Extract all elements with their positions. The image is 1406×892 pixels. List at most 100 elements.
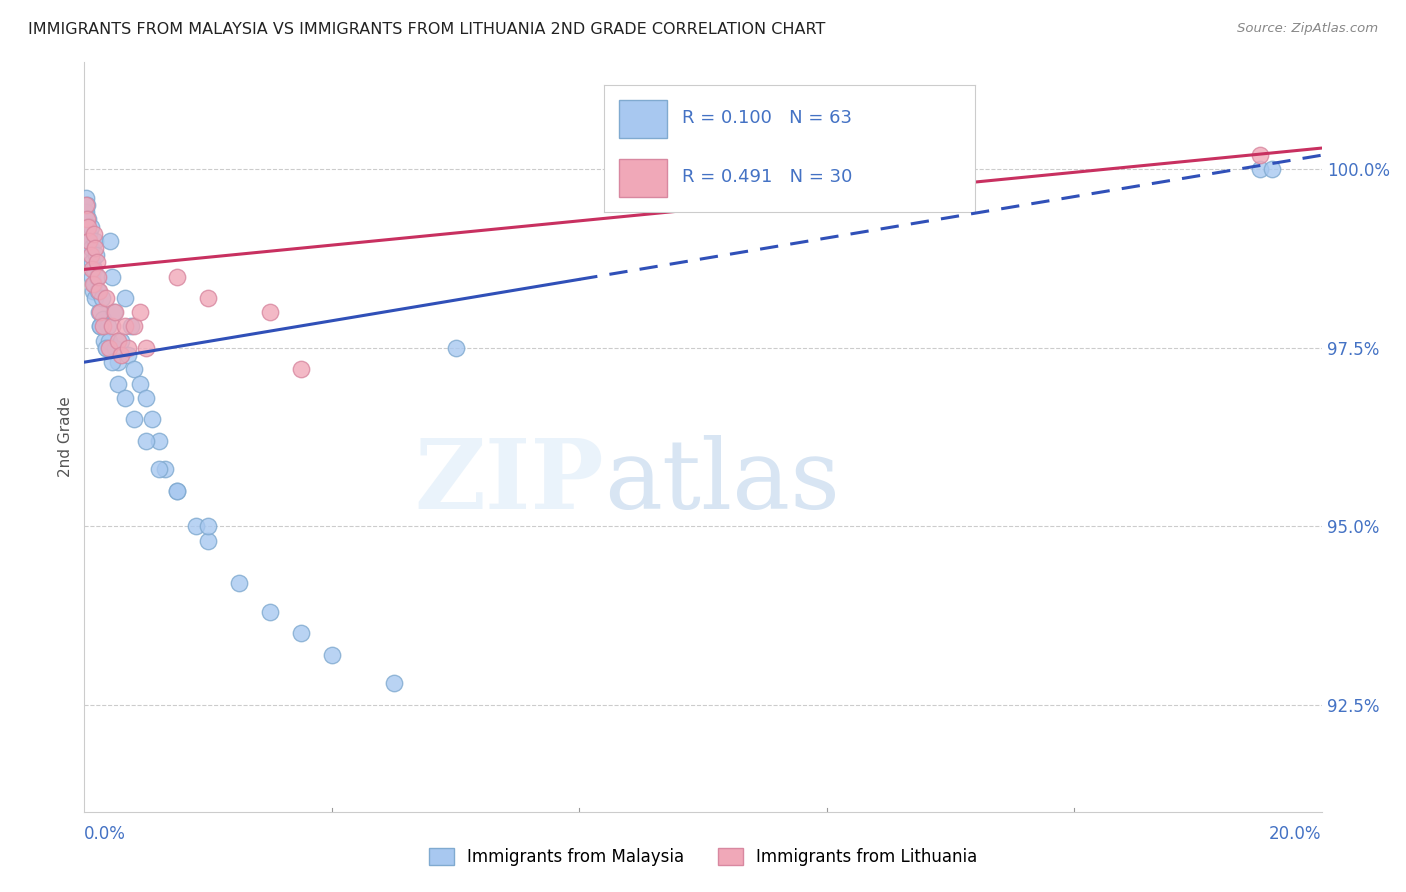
Point (114, 291, 136, 305)
Point (135, 391, 157, 405)
Point (86, 255, 108, 269)
Point (79, 234, 101, 248)
Point (382, 676, 405, 690)
Point (107, 334, 129, 348)
Point (89, 305, 111, 319)
Point (444, 341, 467, 355)
Point (89, 284, 111, 298)
Legend: Immigrants from Malaysia, Immigrants from Lithuania: Immigrants from Malaysia, Immigrants fro… (420, 840, 986, 875)
Point (259, 305, 281, 319)
Point (166, 483, 188, 498)
Point (98, 234, 121, 248)
Point (122, 319, 145, 334)
Point (91, 319, 114, 334)
Point (82, 284, 104, 298)
Point (129, 305, 152, 319)
Point (104, 341, 127, 355)
Point (89, 319, 111, 334)
Point (122, 362, 145, 376)
Point (79, 234, 101, 248)
Point (91, 312, 114, 326)
Point (77, 227, 100, 241)
Point (321, 648, 343, 662)
Y-axis label: 2nd Grade: 2nd Grade (58, 397, 73, 477)
Point (1249, 162, 1271, 177)
Point (101, 355, 124, 369)
Point (75, 205, 97, 219)
Point (82, 277, 104, 291)
Text: Source: ZipAtlas.com: Source: ZipAtlas.com (1237, 22, 1378, 36)
Point (153, 462, 176, 476)
Point (75, 191, 97, 205)
Point (166, 483, 188, 498)
Point (197, 519, 219, 533)
Point (94, 341, 117, 355)
Point (94, 291, 117, 305)
Point (107, 376, 129, 391)
Point (110, 348, 132, 362)
Point (83, 227, 105, 241)
Point (94, 341, 117, 355)
Point (80, 219, 103, 234)
Point (83, 277, 105, 291)
Point (76, 198, 98, 212)
Point (228, 576, 250, 591)
Point (84, 234, 107, 248)
Point (83, 262, 105, 277)
Point (148, 434, 170, 448)
Point (104, 305, 127, 319)
Point (90, 291, 112, 305)
Point (79, 248, 101, 262)
Point (77, 212, 100, 227)
Point (117, 341, 139, 355)
Point (80, 262, 103, 277)
Point (1249, 148, 1271, 162)
Point (135, 341, 157, 355)
Point (135, 434, 157, 448)
Point (290, 626, 312, 640)
Point (184, 519, 207, 533)
Point (79, 248, 101, 262)
Point (197, 291, 219, 305)
Point (97, 319, 120, 334)
Point (290, 362, 312, 376)
Point (77, 219, 100, 234)
Point (89, 305, 111, 319)
Point (129, 376, 152, 391)
Point (101, 269, 124, 284)
Point (114, 319, 136, 334)
Point (83, 291, 105, 305)
Point (84, 248, 107, 262)
Point (148, 462, 170, 476)
Point (141, 412, 163, 426)
Point (86, 269, 108, 284)
Point (1261, 162, 1284, 177)
Point (259, 605, 281, 619)
Point (110, 334, 132, 348)
Point (82, 269, 104, 284)
Point (117, 348, 139, 362)
Text: atlas: atlas (605, 435, 839, 529)
Point (98, 341, 121, 355)
Point (80, 255, 103, 269)
Point (107, 355, 129, 369)
Point (114, 391, 136, 405)
Point (89, 319, 111, 334)
Point (76, 212, 98, 227)
Point (103, 305, 125, 319)
Point (84, 241, 107, 255)
Point (79, 241, 101, 255)
Point (166, 269, 188, 284)
Point (197, 533, 219, 548)
Point (120, 319, 142, 334)
Text: IMMIGRANTS FROM MALAYSIA VS IMMIGRANTS FROM LITHUANIA 2ND GRADE CORRELATION CHAR: IMMIGRANTS FROM MALAYSIA VS IMMIGRANTS F… (28, 22, 825, 37)
Point (87, 269, 110, 284)
Point (98, 334, 121, 348)
Text: 20.0%: 20.0% (1270, 824, 1322, 843)
Point (93, 334, 115, 348)
Point (122, 412, 145, 426)
Text: ZIP: ZIP (415, 435, 605, 529)
Point (87, 284, 110, 298)
Point (101, 319, 124, 334)
Point (75, 198, 97, 212)
